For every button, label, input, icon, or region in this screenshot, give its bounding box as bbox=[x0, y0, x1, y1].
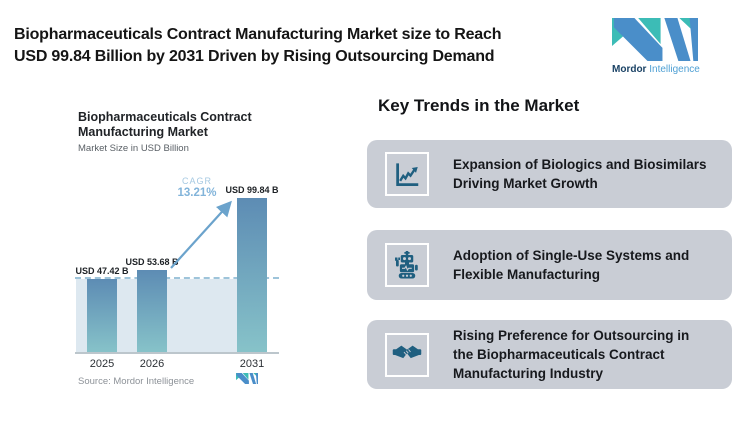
brand-name-bold: Mordor bbox=[612, 64, 647, 75]
x-tick-2031: 2031 bbox=[239, 358, 265, 370]
mordor-logo: Mordor Intelligence bbox=[612, 18, 712, 75]
trend-card-outsourcing: Rising Preference for Outsourcing in the… bbox=[367, 320, 732, 389]
source-note: Source: Mordor Intelligence bbox=[78, 376, 195, 387]
market-size-chart: Biopharmaceuticals Contract Manufacturin… bbox=[60, 100, 350, 410]
bar-2026 bbox=[137, 269, 167, 353]
trends-heading: Key Trends in the Market bbox=[378, 96, 580, 115]
robot-icon bbox=[395, 251, 418, 279]
bar-value-2026: USD 53.68 B bbox=[125, 256, 179, 267]
chart-title: Biopharmaceuticals Contract Manufacturin… bbox=[78, 110, 252, 139]
x-axis-line bbox=[75, 352, 279, 354]
mordor-logo-icon bbox=[612, 18, 698, 61]
cagr-label: CAGR bbox=[181, 176, 212, 186]
chart-subtitle: Market Size in USD Billion bbox=[78, 143, 189, 154]
bar-value-2025: USD 47.42 B bbox=[75, 266, 129, 277]
bar-value-2031: USD 99.84 B bbox=[225, 185, 279, 196]
trend-card-single-use: Adoption of Single-Use Systems and Flexi… bbox=[367, 230, 732, 300]
trend-icon-box bbox=[385, 152, 429, 196]
page-title-line1: Biopharmaceuticals Contract Manufacturin… bbox=[14, 26, 502, 43]
trend-card-text: Expansion of Biologics and Biosimilars D… bbox=[453, 157, 707, 191]
page-title-line2: USD 99.84 Billion by 2031 Driven by Risi… bbox=[14, 48, 495, 65]
bar-2025 bbox=[87, 279, 117, 353]
mordor-logo-wordmark: Mordor Intelligence bbox=[612, 64, 712, 75]
mordor-mini-logo-icon bbox=[236, 373, 258, 384]
trend-card-biologics: Expansion of Biologics and Biosimilars D… bbox=[367, 140, 732, 208]
x-tick-2026: 2026 bbox=[139, 358, 165, 370]
handshake-icon bbox=[392, 345, 422, 358]
trend-card-text: Adoption of Single-Use Systems and Flexi… bbox=[453, 248, 690, 282]
cagr-annotation: CAGR 13.21% bbox=[162, 176, 232, 199]
cagr-value: 13.21% bbox=[177, 187, 217, 199]
trend-card-text: Rising Preference for Outsourcing in the… bbox=[453, 328, 690, 381]
trend-icon-box bbox=[385, 332, 429, 377]
page-title: Biopharmaceuticals Contract Manufacturin… bbox=[14, 24, 501, 68]
trend-icon-box bbox=[385, 243, 429, 287]
x-tick-2025: 2025 bbox=[89, 358, 115, 370]
reference-dashed-line bbox=[75, 277, 279, 280]
line-chart-icon bbox=[396, 163, 419, 186]
brand-name-light: Intelligence bbox=[649, 64, 700, 75]
growth-arrow-icon bbox=[170, 200, 232, 269]
bar-2031 bbox=[237, 198, 267, 353]
